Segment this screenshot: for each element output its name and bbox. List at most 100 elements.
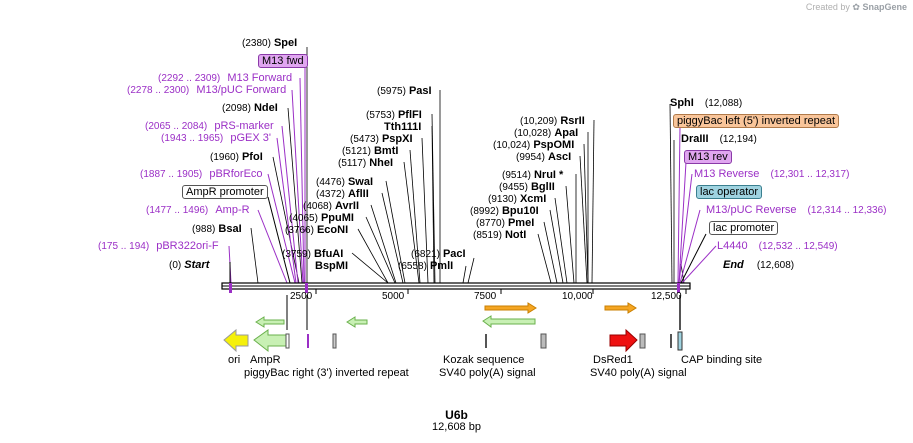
primer-l4440[interactable]: L4440 (12,532 .. 12,549) [717, 240, 838, 253]
site-coord: (12,194) [719, 134, 757, 145]
feature-ampr[interactable]: AmpR [250, 354, 281, 366]
plasmid-name: U6b [445, 408, 468, 422]
small-green-arrow-1 [255, 316, 285, 328]
primer-coord: (1943 .. 1965) [161, 133, 224, 144]
site-coord: (8770) [476, 218, 505, 229]
site-econi[interactable]: (3766) EcoNI [285, 224, 348, 237]
site-draiii[interactable]: DraIII (12,194) [681, 133, 757, 146]
site-coord: (0) [169, 260, 182, 271]
feature-leader-lines [229, 196, 707, 284]
site-coord: (4068) [303, 201, 332, 212]
orange-arrow-1 [484, 302, 537, 314]
feature-kozak[interactable]: Kozak sequence [443, 354, 525, 366]
primer-leader-lines [228, 66, 717, 284]
primer-prs-marker[interactable]: (2065 .. 2084) pRS-marker [145, 120, 274, 133]
primer-pbrforeco[interactable]: (1887 .. 1905) pBRforEco [140, 168, 263, 181]
site-bsai[interactable]: (988) BsaI [192, 223, 242, 236]
site-coord: (10,024) [493, 140, 531, 151]
site-ndei[interactable]: (2098) NdeI [222, 102, 278, 115]
site-xcmi[interactable]: (9130) XcmI [488, 193, 546, 206]
primer-bar-bottom [307, 334, 309, 348]
site-aflii[interactable]: (4372) AflII [316, 188, 369, 201]
site-nrui[interactable]: (9514) NruI * [502, 169, 563, 182]
site-spei[interactable]: (2380) SpeI [242, 37, 297, 50]
ori-arrow [223, 328, 249, 353]
site-pflfi[interactable]: (5753) PflFI [366, 109, 422, 122]
site-noti[interactable]: (8519) NotI [473, 229, 526, 242]
feature-sv40-2[interactable]: SV40 poly(A) signal [590, 367, 687, 379]
site-name: End [723, 259, 744, 271]
feature-piggybac-left[interactable]: piggyBac left (5') inverted repeat [673, 114, 840, 128]
site-name: DraIII [681, 133, 709, 145]
site-name: NheI [369, 157, 394, 169]
site-name: SpeI [273, 37, 298, 49]
feature-m13-rev[interactable]: M13 rev [684, 150, 732, 164]
site-bfuai[interactable]: (3759) BfuAI [282, 248, 343, 261]
site-end[interactable]: End (12,608) [723, 259, 794, 272]
site-coord: (4476) [316, 177, 345, 188]
primer-mark-start [229, 283, 232, 293]
site-psp-omi[interactable]: (10,024) PspOMI [493, 139, 574, 152]
tick-label-5000: 5000 [382, 291, 405, 302]
site-avrii[interactable]: (4068) AvrII [303, 200, 359, 213]
site-coord: (8992) [470, 206, 499, 217]
site-nhei[interactable]: (5117) NheI [338, 157, 393, 170]
site-coord: (12,608) [756, 260, 795, 271]
primer-m13-forward[interactable]: (2292 .. 2309) M13 Forward [158, 72, 292, 85]
site-pspxi[interactable]: (5473) PspXI [350, 133, 413, 146]
site-bspmi[interactable]: BspMI [315, 260, 348, 272]
primer-amp-r[interactable]: (1477 .. 1496) Amp-R [146, 204, 250, 217]
primer-coord: (12,301 .. 12,317) [770, 169, 850, 180]
feature-label: AmpR promoter [182, 185, 268, 199]
primer-mark-m13 [305, 283, 308, 293]
site-tth111i[interactable]: Tth111I [384, 121, 421, 133]
snapgene-logo-icon: ✿ [852, 2, 860, 12]
site-coord: (9514) [502, 170, 531, 181]
feature-dsred1[interactable]: DsRed1 [593, 354, 633, 366]
feature-lac-promoter[interactable]: lac promoter [709, 221, 779, 235]
primer-coord: (12,532 .. 12,549) [758, 241, 838, 252]
site-paci[interactable]: (6821) PacI [411, 248, 466, 261]
primer-pgex-3[interactable]: (1943 .. 1965) pGEX 3' [161, 132, 271, 145]
feature-sv40-1[interactable]: SV40 poly(A) signal [439, 367, 536, 379]
site-pmli[interactable]: (6558) PmlI [398, 260, 453, 273]
feature-ampr-promoter[interactable]: AmpR promoter [182, 185, 268, 199]
site-pmei[interactable]: (8770) PmeI [476, 217, 534, 230]
site-start[interactable]: (0) Start [169, 259, 209, 272]
site-asci[interactable]: (9954) AscI [516, 151, 571, 164]
site-ppumi[interactable]: (4065) PpuMI [289, 212, 354, 225]
primer-m13-reverse[interactable]: M13 Reverse (12,301 .. 12,317) [694, 168, 849, 181]
axis-ticks [315, 289, 687, 294]
site-name: EcoNI [316, 224, 349, 236]
site-sphi[interactable]: SphI (12,088) [670, 97, 742, 110]
feature-cap-binding-site[interactable]: CAP binding site [681, 354, 763, 366]
site-pfoi[interactable]: (1960) PfoI [210, 151, 263, 164]
site-name: SwaI [347, 176, 374, 188]
site-apai[interactable]: (10,028) ApaI [514, 127, 578, 140]
primer-m13-puc-reverse[interactable]: M13/pUC Reverse (12,314 .. 12,336) [706, 204, 887, 217]
site-name: AflII [347, 188, 369, 200]
primer-name: M13/pUC Forward [196, 84, 287, 96]
site-name: BmtI [373, 145, 399, 157]
site-name: BglII [530, 181, 555, 193]
feature-piggybac-right[interactable]: piggyBac right (3') inverted repeat [244, 367, 409, 379]
feature-lac-operator[interactable]: lac operator [696, 185, 763, 199]
site-bmti[interactable]: (5121) BmtI [342, 145, 398, 158]
site-swai[interactable]: (4476) SwaI [316, 176, 373, 189]
sv40-box-1 [540, 333, 547, 349]
site-leader-lines [250, 47, 685, 284]
primer-m13-puc-forward[interactable]: (2278 .. 2300) M13/pUC Forward [127, 84, 286, 97]
snapgene-credit: Created by ✿ SnapGene [806, 2, 907, 13]
site-pasi[interactable]: (5975) PasI [377, 85, 432, 98]
feature-ori[interactable]: ori [228, 354, 241, 366]
primer-coord: (1477 .. 1496) [146, 205, 209, 216]
site-name: PmlI [429, 260, 454, 272]
feature-m13-fwd[interactable]: M13 fwd [258, 54, 308, 68]
primer-pbr322ori-f[interactable]: (175 .. 194) pBR322ori-F [98, 240, 219, 253]
site-name: PspOMI [533, 139, 575, 151]
site-bpu10i[interactable]: (8992) Bpu10I [470, 205, 539, 218]
primer-mark-end [677, 283, 680, 293]
site-rsrii[interactable]: (10,209) RsrII [520, 115, 585, 128]
site-bglii[interactable]: (9455) BglII [499, 181, 555, 194]
